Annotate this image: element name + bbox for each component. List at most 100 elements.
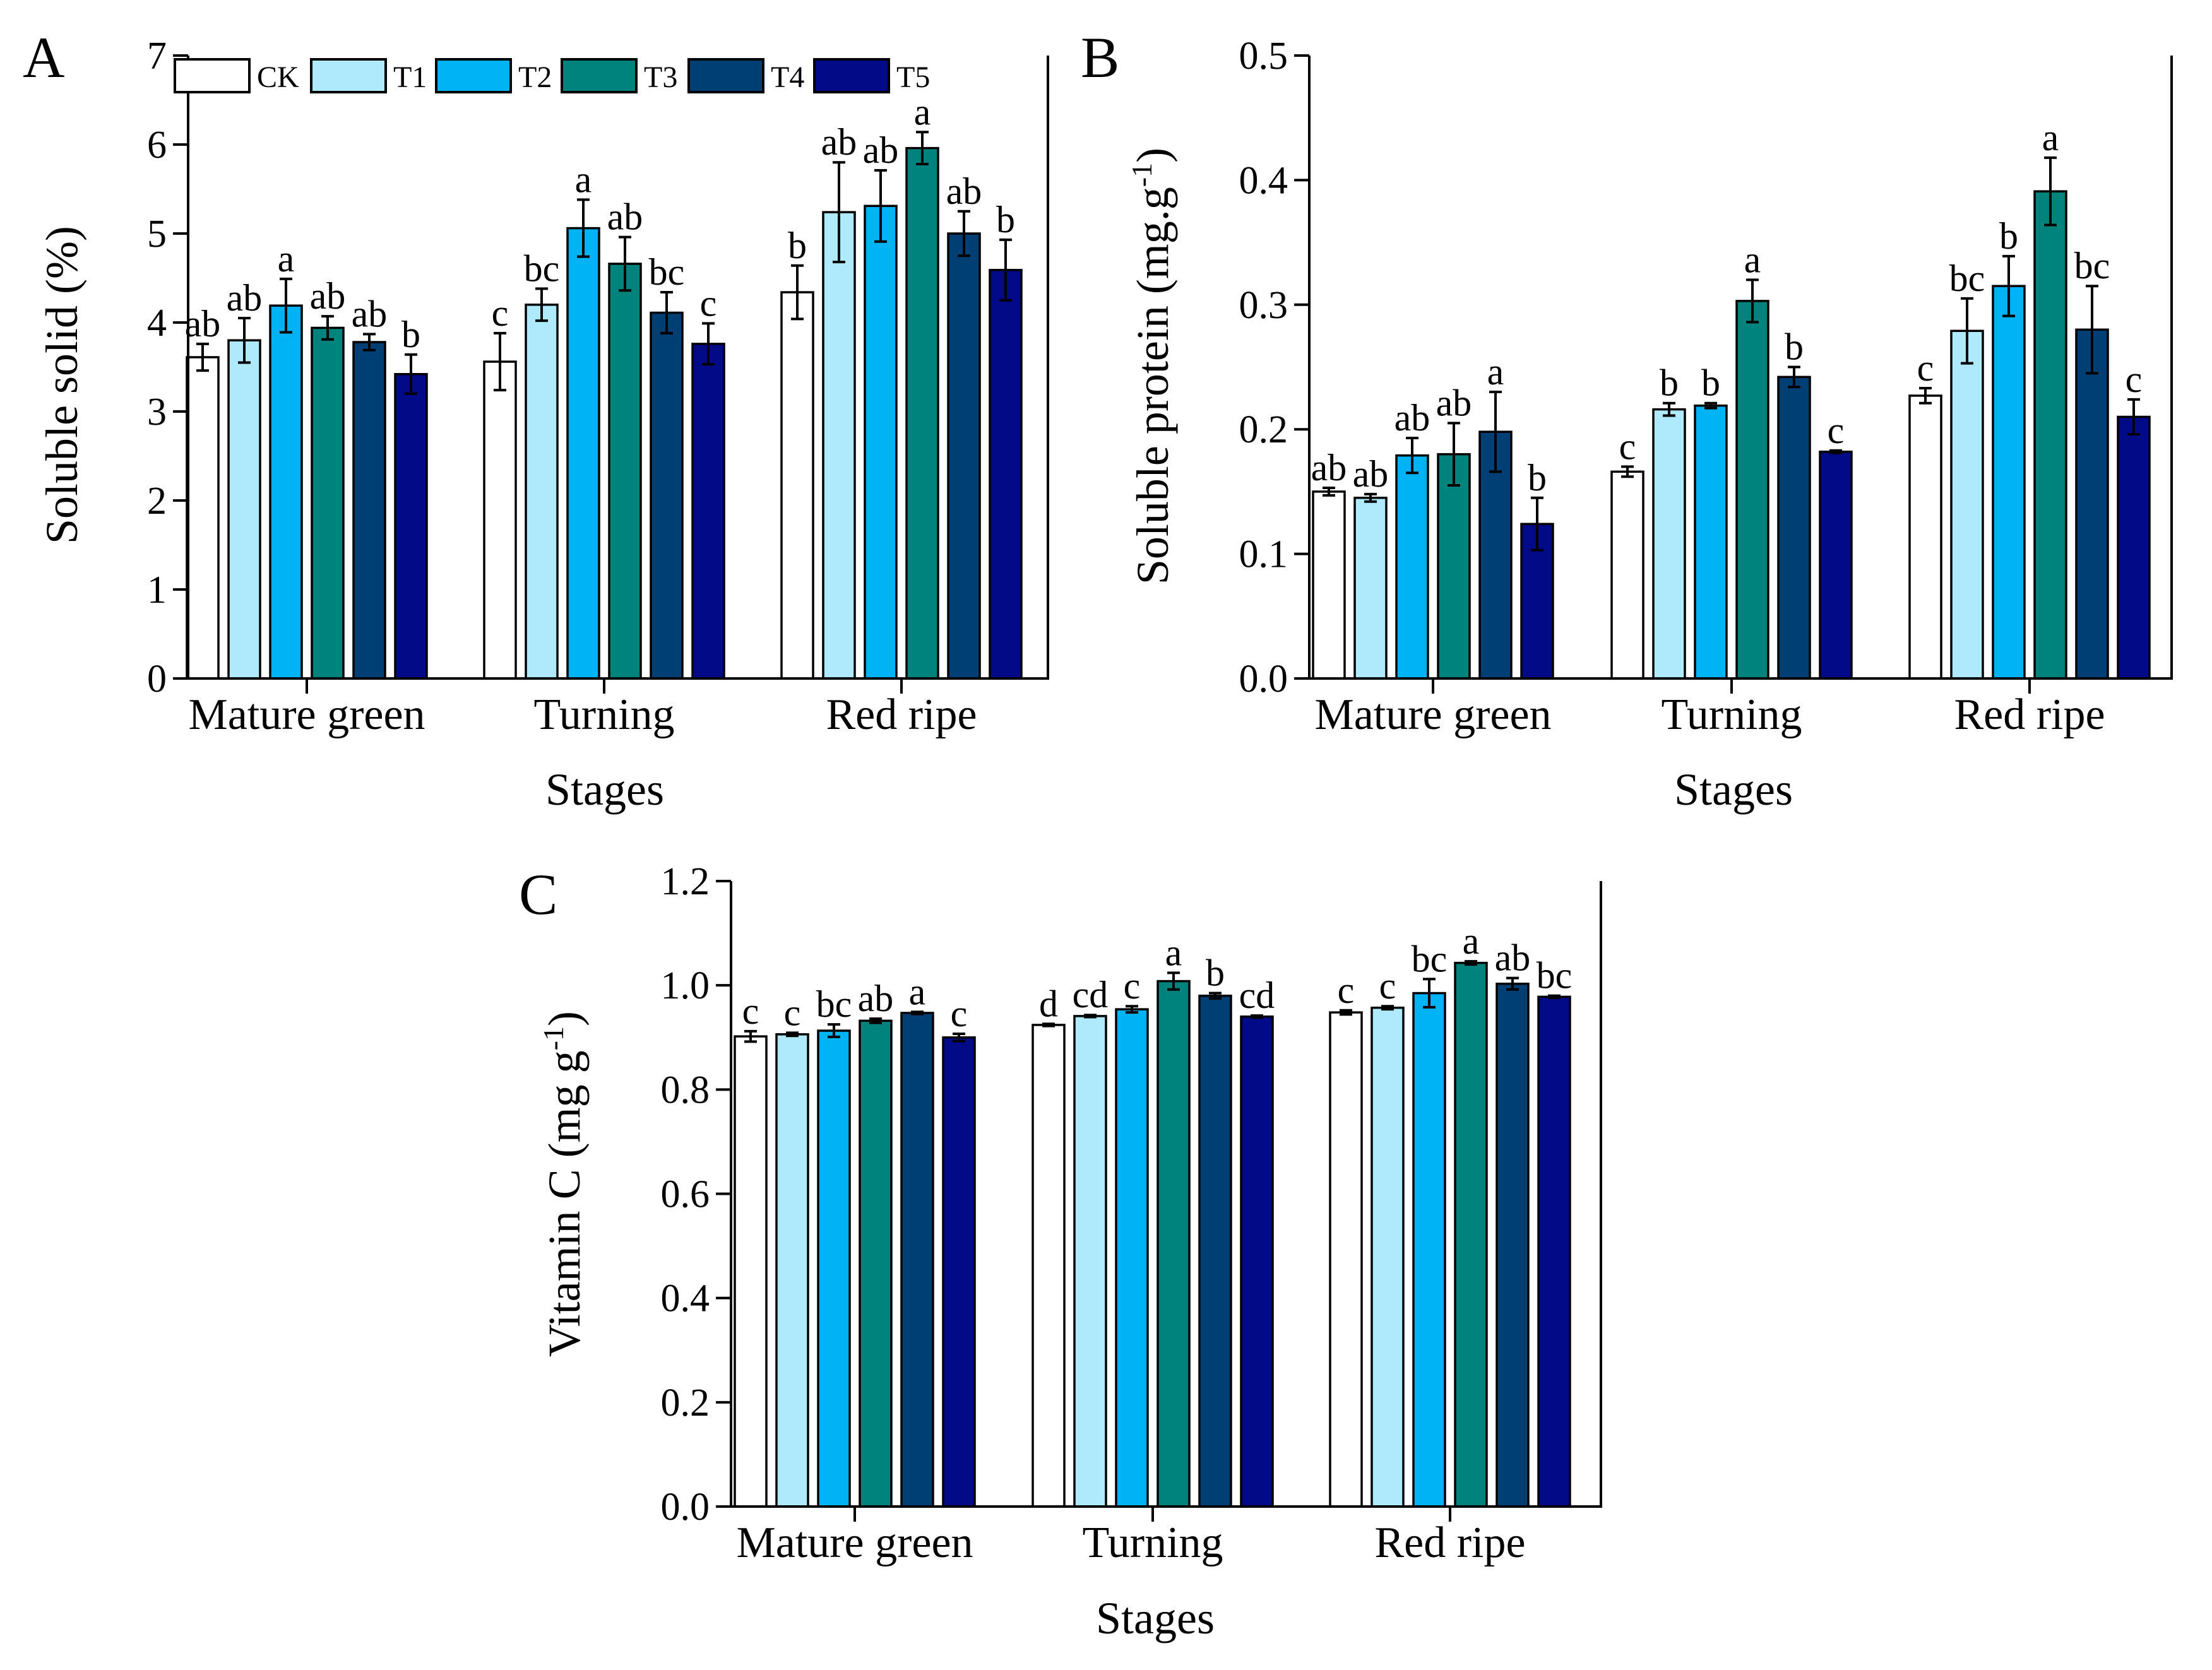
error-bar — [833, 161, 845, 264]
bar-t1-red-ripe — [1950, 329, 1984, 680]
significance-letter: a — [909, 971, 926, 1012]
error-bar — [1323, 486, 1335, 497]
bar-ck-turning — [1032, 1024, 1066, 1508]
error-bar — [1489, 390, 1502, 473]
legend-label-ck: CK — [257, 61, 299, 94]
bar-t2-mature-green — [269, 304, 303, 680]
significance-letter: bc — [524, 247, 560, 289]
bar-t5-red-ripe — [1537, 995, 1571, 1508]
legend-swatch-ck — [174, 58, 251, 93]
error-bar — [786, 1031, 799, 1038]
significance-letter: b — [1528, 457, 1547, 499]
error-bar — [1961, 297, 1973, 365]
significance-letter: cd — [1239, 974, 1275, 1016]
bar-t3-red-ripe — [2033, 190, 2067, 680]
error-bar — [1621, 465, 1634, 478]
panel-b-soluble-protein-chart: B Soluble protein (mg.g-1) Stages abccab… — [1081, 25, 2173, 815]
y-tick-label: 0.8 — [661, 1069, 710, 1111]
legend-swatch-t5 — [813, 58, 890, 93]
bar-t1-mature-green — [1353, 497, 1388, 680]
error-bar — [1209, 992, 1222, 1000]
bar-t5-turning — [691, 343, 725, 680]
panel-a-soluble-solid-chart: A Soluble solid (%) Stages ab cbabbcabaaa… — [23, 25, 1049, 815]
x-axis-title-a: Stages — [545, 764, 664, 815]
error-bar — [577, 198, 590, 258]
significance-letter: a — [1744, 239, 1761, 280]
error-bar — [321, 315, 334, 341]
significance-letter: bc — [1949, 258, 1985, 299]
error-bar — [2127, 398, 2140, 436]
error-bar — [1788, 365, 1800, 389]
x-category-label: Turning — [533, 690, 674, 739]
error-bar — [874, 169, 887, 243]
significance-letter: b — [1785, 326, 1804, 368]
error-bar — [1663, 401, 1675, 417]
significance-letter: ab — [227, 277, 263, 319]
bar-t3-red-ripe — [1454, 961, 1488, 1508]
bar-t3-turning — [1735, 300, 1769, 680]
error-bar — [702, 322, 715, 366]
y-tick-label: 1 — [147, 569, 167, 612]
significance-letter: c — [1917, 347, 1934, 389]
significance-letter: a — [914, 91, 931, 133]
significance-letter: c — [742, 990, 759, 1032]
bar-t2-turning — [566, 227, 600, 680]
x-axis-title-b: Stages — [1674, 764, 1793, 815]
y-axis-title-a: Soluble solid (%) — [37, 226, 87, 544]
significance-letter: ab — [1394, 397, 1430, 439]
y-tick-label: 1.0 — [661, 964, 710, 1007]
y-tick-label: 2 — [147, 480, 167, 523]
y-axis-title-b-main: Soluble protein (mg.g — [1127, 187, 1178, 584]
significance-letter: c — [1828, 410, 1845, 451]
significance-letter: a — [1487, 351, 1504, 393]
y-tick-label: 0.2 — [1239, 408, 1288, 451]
error-bar — [660, 291, 673, 335]
legend: CK T1 T2 T3 T4 T5 — [174, 58, 930, 94]
bar-t5-red-ripe — [989, 269, 1023, 680]
error-bar — [1167, 971, 1180, 991]
x-category-label: Mature green — [1314, 690, 1551, 739]
significance-letter: ab — [858, 978, 894, 1019]
legend-swatch-t3 — [561, 58, 638, 93]
significance-letter: cd — [1073, 974, 1109, 1016]
significance-letter: a — [1463, 920, 1480, 962]
y-tick-label: 0.1 — [1239, 533, 1288, 576]
error-bar — [1829, 449, 1842, 454]
y-tick-label: 3 — [147, 391, 167, 434]
significance-letter: c — [1338, 969, 1355, 1011]
legend-swatch-t1 — [310, 58, 387, 93]
panel-c-vitamin-c-chart: C Vitamin C (mg g-1) Stages c d cc cd cbc cbc… — [519, 860, 1602, 1643]
y-tick-label: 0.4 — [661, 1277, 710, 1320]
significance-letter: b — [1701, 362, 1720, 404]
legend-label-t5: T5 — [896, 61, 930, 94]
bar-t4-red-ripe — [1495, 982, 1530, 1508]
error-bar — [744, 1029, 757, 1043]
legend-label-t4: T4 — [771, 61, 804, 94]
significance-letter: d — [1039, 983, 1058, 1024]
error-bar — [1423, 978, 1436, 1009]
significance-letter: bc — [2074, 245, 2110, 287]
error-bar — [1531, 496, 1543, 552]
legend-label-t3: T3 — [644, 61, 677, 94]
bar-t4-mature-green — [900, 1012, 934, 1508]
axis-frame — [1308, 56, 2173, 680]
error-bar — [2086, 285, 2098, 375]
bar-t2-red-ripe — [1412, 992, 1446, 1508]
bar-t1-turning — [1073, 1015, 1107, 1508]
bar-t1-mature-green — [775, 1033, 809, 1508]
significance-letter: c — [492, 292, 509, 334]
bar-t4-turning — [1198, 994, 1232, 1508]
error-bar — [405, 353, 417, 395]
significance-letter: ab — [946, 170, 982, 212]
y-axis-title-c-superscript: -1 — [537, 1026, 569, 1050]
x-category-label: Mature green — [188, 690, 425, 739]
significance-letter: c — [1124, 965, 1141, 1007]
significance-letter: bc — [649, 251, 685, 293]
bar-ck-mature-green — [734, 1035, 768, 1508]
significance-letter: ab — [1495, 937, 1531, 979]
bar-t2-mature-green — [817, 1029, 851, 1508]
x-category-label: Red ripe — [826, 690, 977, 739]
error-bar — [828, 1023, 840, 1038]
y-tick-label: 0.2 — [661, 1382, 710, 1424]
